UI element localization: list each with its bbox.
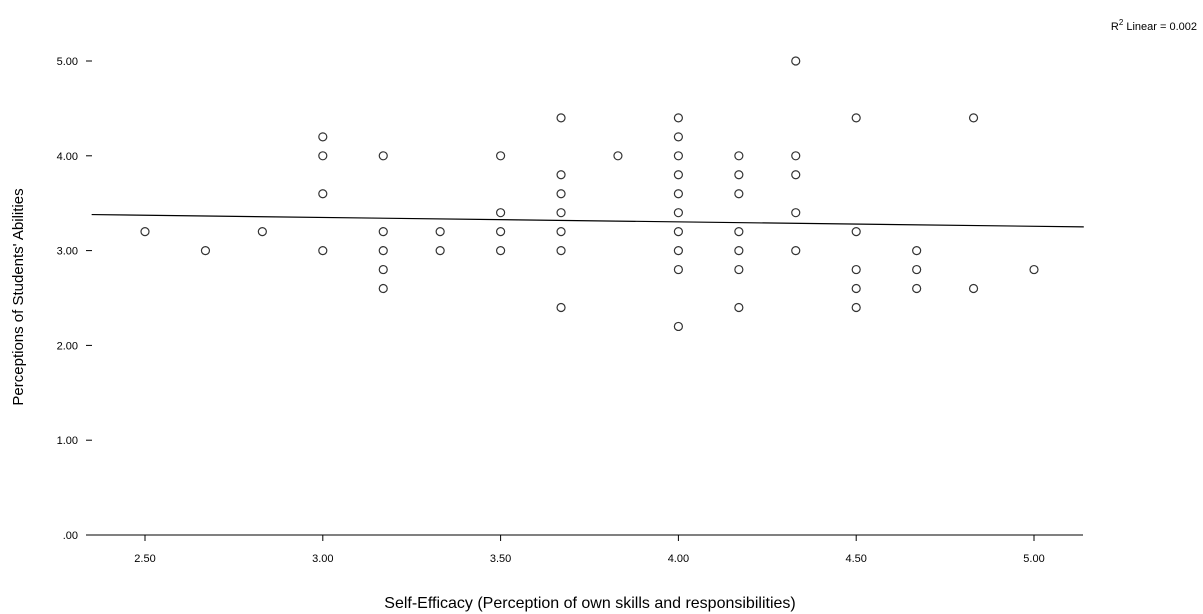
- data-point: [851, 283, 861, 294]
- x-tick-label: 3.00: [312, 553, 333, 565]
- data-point: [556, 189, 566, 199]
- y-tick-label: 4.00: [57, 151, 78, 163]
- data-point: [791, 246, 801, 256]
- x-tick-label: 2.50: [134, 553, 155, 565]
- data-point: [556, 302, 566, 313]
- data-point: [673, 246, 684, 256]
- data-point: [318, 246, 328, 256]
- data-point: [378, 151, 388, 161]
- data-point: [734, 227, 744, 237]
- data-point: [556, 246, 566, 256]
- data-point: [673, 227, 684, 237]
- data-point: [673, 170, 684, 180]
- data-point: [556, 208, 566, 218]
- data-point: [912, 264, 922, 275]
- data-point: [734, 189, 744, 199]
- data-point: [200, 246, 211, 256]
- fit-line-label: R2 Linear = 0.002: [1111, 18, 1197, 33]
- data-point: [673, 113, 684, 123]
- data-point: [318, 189, 328, 199]
- data-point: [791, 151, 801, 161]
- data-point: [257, 227, 267, 237]
- data-point: [851, 113, 861, 123]
- data-point: [912, 246, 922, 256]
- x-tick-label: 3.50: [490, 553, 511, 565]
- y-tick-label: 3.00: [57, 246, 78, 258]
- data-point: [1029, 264, 1039, 275]
- y-tick-label: .00: [63, 530, 78, 542]
- data-point: [851, 302, 861, 313]
- data-point: [378, 264, 388, 275]
- data-point: [734, 302, 744, 313]
- y-tick-label: 5.00: [57, 56, 78, 68]
- data-point: [556, 227, 566, 237]
- data-point: [734, 170, 744, 180]
- data-point: [673, 208, 684, 218]
- x-axis-ticks: 2.50 3.00 3.50 4.00 4.50 5.00: [134, 535, 1045, 565]
- data-point: [435, 227, 445, 237]
- data-point: [556, 113, 566, 123]
- data-point: [378, 227, 388, 237]
- data-point: [968, 283, 979, 294]
- data-point: [673, 132, 684, 142]
- x-tick-label: 5.00: [1023, 553, 1044, 565]
- data-point: [496, 151, 506, 161]
- data-point: [378, 283, 388, 294]
- fit-label-prefix: R: [1111, 21, 1119, 33]
- data-point: [140, 227, 150, 237]
- data-point: [734, 264, 744, 275]
- y-axis-title: Perceptions of Students' Abilities: [10, 188, 27, 405]
- x-tick-label: 4.00: [668, 553, 689, 565]
- data-point: [968, 113, 979, 123]
- x-tick-label: 4.50: [845, 553, 866, 565]
- fit-line-group: [91, 213, 1084, 228]
- y-axis-ticks: .00 1.00 2.00 3.00 4.00 5.00: [57, 56, 92, 542]
- data-point: [613, 151, 623, 161]
- data-point: [673, 321, 684, 332]
- data-points: [140, 56, 1039, 332]
- fit-line: [91, 213, 1084, 228]
- data-point: [378, 246, 388, 256]
- data-point: [496, 246, 506, 256]
- data-point: [791, 208, 801, 218]
- data-point: [496, 208, 506, 218]
- data-point: [912, 283, 922, 294]
- x-axis-title: Self-Efficacy (Perception of own skills …: [384, 595, 795, 612]
- data-point: [318, 151, 328, 161]
- data-point: [734, 151, 744, 161]
- data-point: [734, 246, 744, 256]
- fit-label-rest: Linear = 0.002: [1123, 21, 1197, 33]
- data-point: [791, 56, 801, 66]
- data-point: [673, 189, 684, 199]
- data-point: [496, 227, 506, 237]
- data-point: [791, 170, 801, 180]
- y-tick-label: 1.00: [57, 435, 78, 447]
- fit-label-superscript: 2: [1119, 18, 1124, 27]
- data-point: [435, 246, 445, 256]
- data-point: [673, 151, 684, 161]
- data-point: [851, 264, 861, 275]
- data-point: [318, 132, 328, 142]
- data-point: [851, 227, 861, 237]
- data-point: [673, 264, 684, 275]
- data-point: [556, 170, 566, 180]
- y-tick-label: 2.00: [57, 340, 78, 352]
